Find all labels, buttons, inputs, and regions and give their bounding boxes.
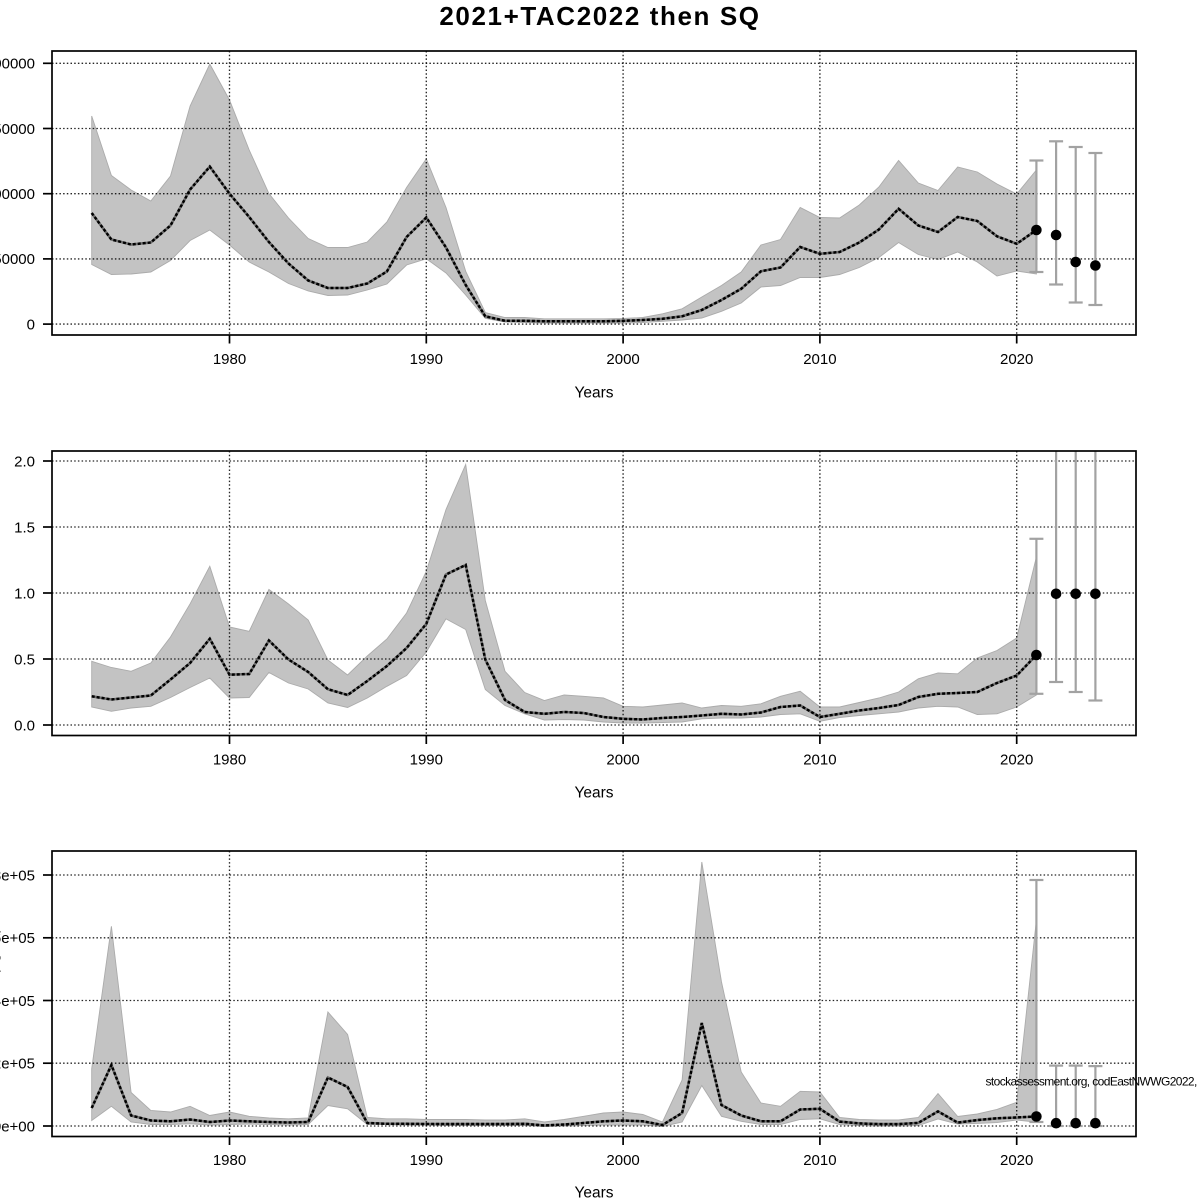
- svg-text:8e+05: 8e+05: [0, 867, 35, 884]
- svg-text:1.5: 1.5: [14, 519, 35, 536]
- svg-text:2000: 2000: [606, 1152, 639, 1169]
- svg-text:2020: 2020: [1000, 1152, 1033, 1169]
- svg-text:150000: 150000: [0, 121, 35, 138]
- svg-text:Recruitment (age 1): Recruitment (age 1): [0, 928, 2, 1061]
- svg-text:2020: 2020: [1000, 351, 1033, 368]
- svg-text:0.5: 0.5: [14, 651, 35, 668]
- svg-text:4e+05: 4e+05: [0, 993, 35, 1010]
- svg-text:1990: 1990: [410, 752, 443, 769]
- svg-text:2.0: 2.0: [14, 453, 35, 470]
- svg-text:1980: 1980: [213, 351, 246, 368]
- svg-text:2020: 2020: [1000, 752, 1033, 769]
- svg-text:Years: Years: [574, 785, 613, 802]
- svg-text:1980: 1980: [213, 1152, 246, 1169]
- svg-text:2000: 2000: [606, 752, 639, 769]
- svg-text:0e+00: 0e+00: [0, 1118, 35, 1135]
- svg-text:1990: 1990: [410, 351, 443, 368]
- svg-text:2e+05: 2e+05: [0, 1056, 35, 1073]
- svg-text:2021+TAC2022 then SQ: 2021+TAC2022 then SQ: [439, 1, 760, 31]
- svg-text:1980: 1980: [213, 752, 246, 769]
- svg-text:2010: 2010: [803, 752, 836, 769]
- svg-text:2010: 2010: [803, 1152, 836, 1169]
- svg-text:stockassessment.org, codEastNW: stockassessment.org, codEastNWWG2022, ru…: [986, 1075, 1200, 1089]
- svg-text:50000: 50000: [0, 251, 35, 268]
- svg-text:200000: 200000: [0, 56, 35, 73]
- svg-text:2010: 2010: [803, 351, 836, 368]
- svg-text:0.0: 0.0: [14, 717, 35, 734]
- svg-text:1.0: 1.0: [14, 585, 35, 602]
- svg-text:2000: 2000: [606, 351, 639, 368]
- svg-text:Years: Years: [574, 1185, 613, 1200]
- svg-text:Years: Years: [574, 385, 613, 402]
- svg-text:SSB: SSB: [0, 178, 2, 208]
- svg-text:Fbar: Fbar: [0, 573, 2, 604]
- svg-text:100000: 100000: [0, 186, 35, 203]
- svg-text:0: 0: [27, 316, 35, 333]
- svg-text:6e+05: 6e+05: [0, 930, 35, 947]
- svg-text:1990: 1990: [410, 1152, 443, 1169]
